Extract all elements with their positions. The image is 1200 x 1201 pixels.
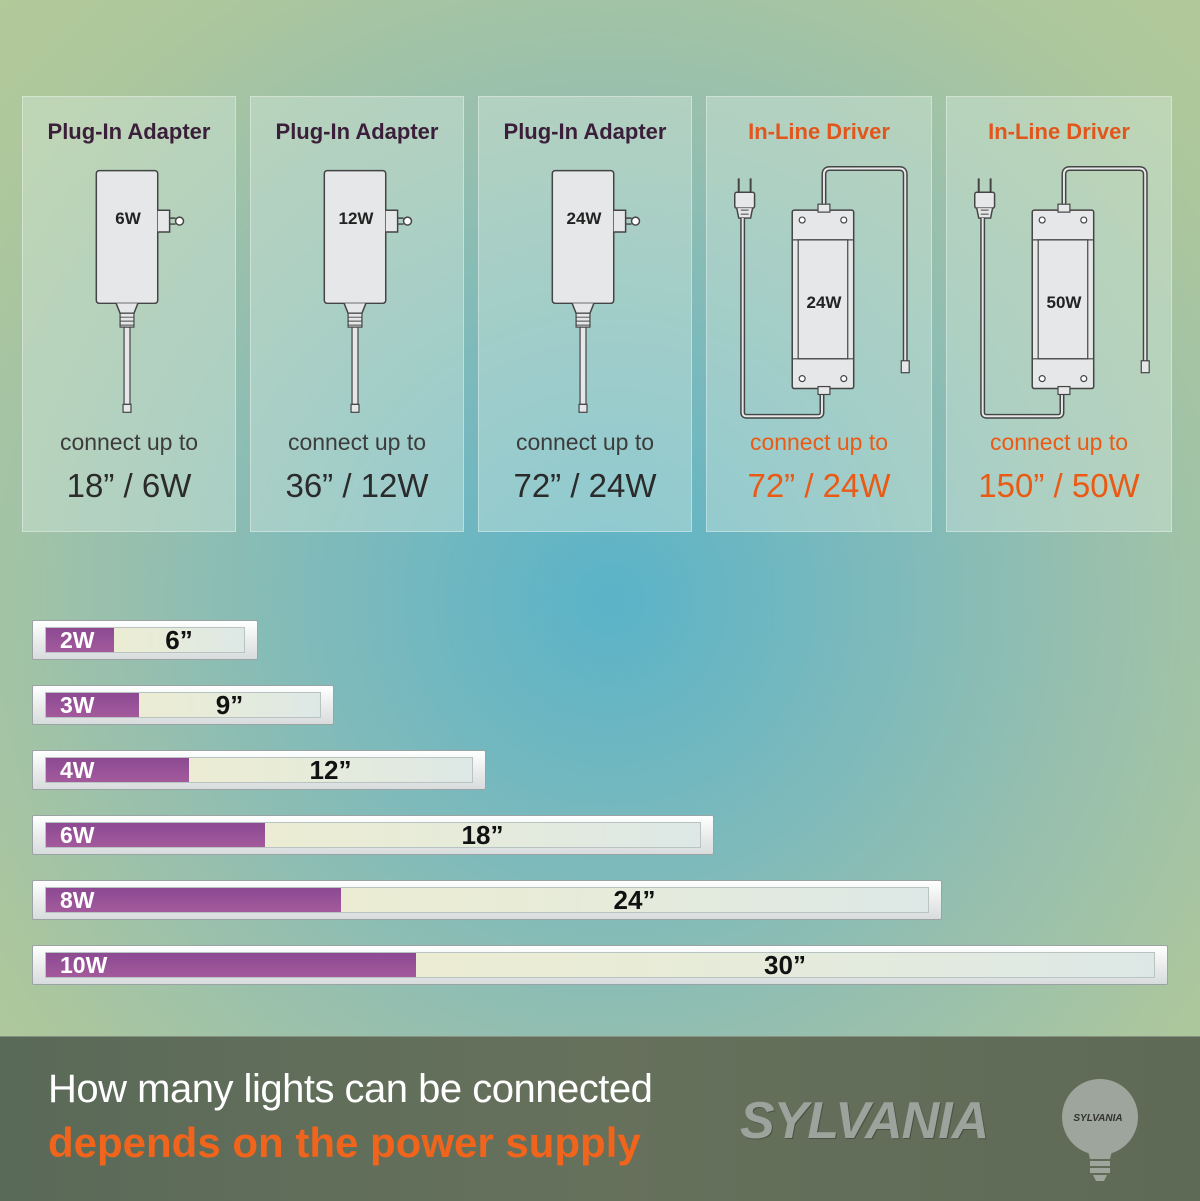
plug-in-adapter-icon (95, 169, 185, 413)
bar-length: 24” (613, 884, 656, 915)
card-connect-text: connect up to (749, 429, 889, 455)
bar-length: 6” (165, 624, 193, 655)
card-6w-adapter: Plug-In Adapter 6W 18” / 6W connect up t… (22, 96, 236, 532)
bar-wattage: 8W (46, 887, 341, 913)
bar-length: 9” (215, 689, 244, 720)
card-title: In-Line Driver (988, 119, 1130, 144)
card-12w-adapter: Plug-In Adapter 12W 36” / 12W connect up… (250, 96, 464, 532)
device-wattage-label: 12W (338, 209, 374, 228)
footer-banner: How many lights can be connected depends… (0, 1036, 1200, 1201)
bar-length: 30” (764, 949, 806, 980)
card-title: In-Line Driver (748, 119, 890, 144)
card-title: Plug-In Adapter (47, 119, 211, 144)
bar-wattage: 10W (46, 952, 416, 978)
device-wattage-label: 24W (566, 209, 602, 228)
light-bar-6w: 6W 18” (32, 815, 714, 855)
light-bar-body: 10W 30” (45, 949, 1155, 980)
card-connect-text: connect up to (989, 429, 1129, 455)
in-line-driver-icon (734, 166, 910, 419)
footer-headline: How many lights can be connected (48, 1067, 653, 1111)
bar-wattage: 4W (46, 757, 189, 783)
light-bar-body: 3W 9” (45, 689, 321, 720)
card-spec: 18” / 6W (66, 467, 192, 504)
card-24w-driver: In-Line Driver 24W 72” / 24W connect up … (706, 96, 932, 532)
bulb-logo-text: SYLVANIA (1073, 1113, 1123, 1124)
card-title: Plug-In Adapter (275, 119, 439, 144)
card-24w-adapter: Plug-In Adapter 24W 72” / 24W connect up… (478, 96, 692, 532)
bar-length: 12” (309, 754, 352, 785)
card-spec: 36” / 12W (285, 467, 429, 504)
footer-subheadline: depends on the power supply (48, 1119, 641, 1166)
bar-length: 18” (461, 819, 504, 850)
card-spec: 150” / 50W (978, 467, 1140, 504)
card-spec: 72” / 24W (513, 467, 657, 504)
bar-wattage: 3W (46, 692, 139, 718)
card-50w-driver: In-Line Driver 50W 150” / 50W connect up… (946, 96, 1172, 532)
light-bar-10w: 10W 30” (32, 945, 1168, 985)
device-wattage-label: 24W (806, 293, 842, 312)
light-bar-body: 6W 18” (45, 819, 701, 850)
device-wattage-label: 6W (115, 209, 141, 228)
light-bar-body: 2W 6” (45, 624, 245, 655)
plug-in-adapter-icon (551, 169, 641, 413)
card-connect-text: connect up to (59, 429, 199, 455)
light-bar-body: 4W 12” (45, 754, 473, 785)
bulb-logo-icon (1062, 1079, 1138, 1181)
light-bar-body: 8W 24” (45, 884, 929, 915)
light-bar-4w: 4W 12” (32, 750, 486, 790)
light-bar-2w: 2W 6” (32, 620, 258, 660)
card-title: Plug-In Adapter (503, 119, 667, 144)
in-line-driver-icon (974, 166, 1150, 419)
card-connect-text: connect up to (515, 429, 655, 455)
plug-in-adapter-icon (323, 169, 413, 413)
card-spec: 72” / 24W (747, 467, 891, 504)
bar-wattage: 2W (46, 627, 114, 653)
brand-logo-wordmark: SYLVANIA (740, 1092, 989, 1150)
card-connect-text: connect up to (287, 429, 427, 455)
bar-wattage: 6W (46, 822, 265, 848)
device-wattage-label: 50W (1046, 293, 1082, 312)
light-bar-8w: 8W 24” (32, 880, 942, 920)
light-bar-3w: 3W 9” (32, 685, 334, 725)
